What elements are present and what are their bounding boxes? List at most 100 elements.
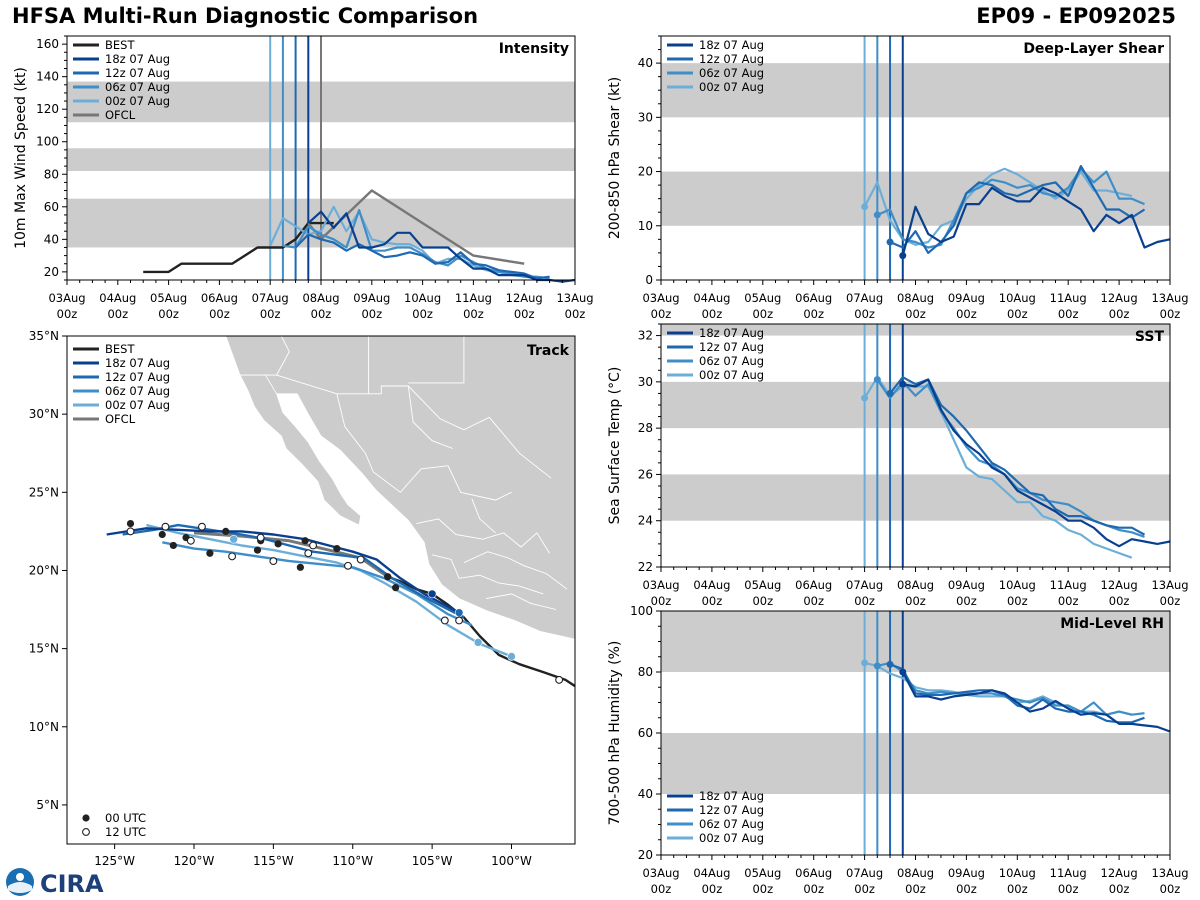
sst-start-point-r00 [861,394,869,402]
track-ytick-label: 20°N [29,563,59,577]
shear-ytick-label: 20 [638,165,653,179]
rh-xtick-day: 07Aug [846,866,883,880]
rh-ytick-label: 100 [630,604,653,618]
track-marker-00utc [296,563,304,571]
state-border [463,551,568,590]
sst-xtick-hour: 00z [803,594,824,608]
track-xtick-label: 125°W [94,854,135,868]
track-panel: 125°W 120°W 115°W 110°W 105°W 100°W 5°N 10°N 15°… [29,329,576,868]
track-legend-label: 06z 07 Aug [105,384,170,398]
shear-ytick-label: 10 [638,219,653,233]
track-legend-label: 18z 07 Aug [105,356,170,370]
shear-xtick-hour: 00z [854,307,875,321]
rh-xtick-hour: 00z [854,882,875,896]
track-marker-00utc [333,544,341,553]
shear-xtick-hour: 00z [1160,307,1181,321]
intensity-xtick-day: 08Aug [302,291,339,305]
shear-xtick-hour: 00z [1109,307,1130,321]
track-legend-marker-00utc [82,814,90,822]
intensity-legend-label: 06z 07 Aug [105,80,170,94]
shear-legend-label: 12z 07 Aug [699,52,764,66]
rh-ylabel: 700-500 hPa Humidity (%) [607,641,623,826]
baja-california-landmass [239,374,362,526]
shear-xtick-day: 10Aug [999,291,1036,305]
intensity-legend-label: BEST [105,38,135,52]
rh-xtick-day: 05Aug [744,866,781,880]
cira-logo-text: CIRA [40,870,104,898]
intensity-ytick-label: 80 [44,167,59,181]
rh-xtick-hour: 00z [956,882,977,896]
track-lines [106,519,575,688]
rh-band-0 [661,733,1170,794]
sst-legend-label: 00z 07 Aug [699,368,764,382]
rh-xtick-day: 03Aug [642,866,679,880]
sst-ytick-label: 22 [638,560,653,574]
track-marker-12utc [161,522,170,531]
sst-xtick-day: 12Aug [1101,578,1138,592]
intensity-ytick-label: 120 [36,102,59,116]
intensity-series-r18 [307,210,576,283]
rh-xtick-hour: 00z [702,882,723,896]
track-marker-00utc [126,519,135,528]
intensity-xtick-day: 12Aug [506,291,543,305]
rh-series-r12 [889,663,1145,724]
sst-series-r18 [902,378,1171,548]
rh-start-point-r18 [899,668,907,676]
shear-start-point-r06 [873,211,881,219]
shear-series-r06 [876,167,1145,249]
intensity-ytick-label: 160 [36,37,59,51]
rh-xtick-day: 12Aug [1101,866,1138,880]
sst-xtick-day: 05Aug [744,578,781,592]
track-marker-legend-label: 12 UTC [105,825,146,839]
track-marker-12utc [309,541,318,550]
track-marker-12utc [256,533,265,542]
rh-series-r18 [901,671,1171,733]
track-marker-00utc [392,584,400,592]
shear-xtick-hour: 00z [1058,307,1079,321]
track-marker-00utc [301,537,309,545]
sst-xtick-day: 06Aug [795,578,832,592]
shear-xtick-day: 03Aug [642,291,679,305]
track-run-marker-r00 [507,652,516,661]
track-marker-00utc [169,541,177,550]
shear-title: Deep-Layer Shear [1023,41,1164,57]
track-marker-00utc [253,546,262,554]
intensity-xtick-day: 06Aug [201,291,238,305]
intensity-ytick-label: 100 [36,135,59,149]
intensity-xtick-hour: 00z [57,307,78,321]
track-marker-12utc [186,536,195,545]
sst-xtick-hour: 00z [1058,594,1079,608]
shear-xtick-day: 08Aug [897,291,934,305]
sst-ytick-label: 28 [638,421,653,435]
track-marker-12utc [455,616,464,625]
state-border [431,554,544,595]
intensity-xtick-hour: 00z [209,307,230,321]
intensity-xtick-day: 03Aug [48,291,85,305]
sst-legend-label: 12z 07 Aug [699,340,764,354]
shear-xtick-hour: 00z [905,307,926,321]
rh-ytick-label: 80 [638,665,653,679]
state-border [276,336,290,376]
track-ytick-label: 25°N [29,485,59,499]
shear-xtick-hour: 00z [752,307,773,321]
sst-xtick-day: 13Aug [1151,578,1188,592]
rh-xtick-day: 10Aug [999,866,1036,880]
intensity-series-r12 [294,233,550,280]
shear-xtick-day: 06Aug [795,291,832,305]
sst-xtick-day: 04Aug [693,578,730,592]
intensity-xtick-day: 13Aug [556,291,593,305]
track-r12 [122,523,465,619]
sst-xtick-day: 08Aug [897,578,934,592]
shear-xtick-hour: 00z [702,307,723,321]
rh-ytick-label: 20 [638,848,653,862]
sst-xtick-hour: 00z [651,594,672,608]
rh-xtick-day: 11Aug [1050,866,1087,880]
track-marker-12utc [304,549,313,558]
track-ytick-label: 15°N [29,642,59,656]
sst-xtick-hour: 00z [854,594,875,608]
intensity-panel: 20 40 60 80 100 120 140 160 03Aug 00z 04Aug 00z 05Au… [13,35,594,321]
rh-xtick-hour: 00z [905,882,926,896]
track-legend-label: 12z 07 Aug [105,370,170,384]
track-legend-label: OFCL [105,412,136,426]
rh-xtick-day: 04Aug [693,866,730,880]
